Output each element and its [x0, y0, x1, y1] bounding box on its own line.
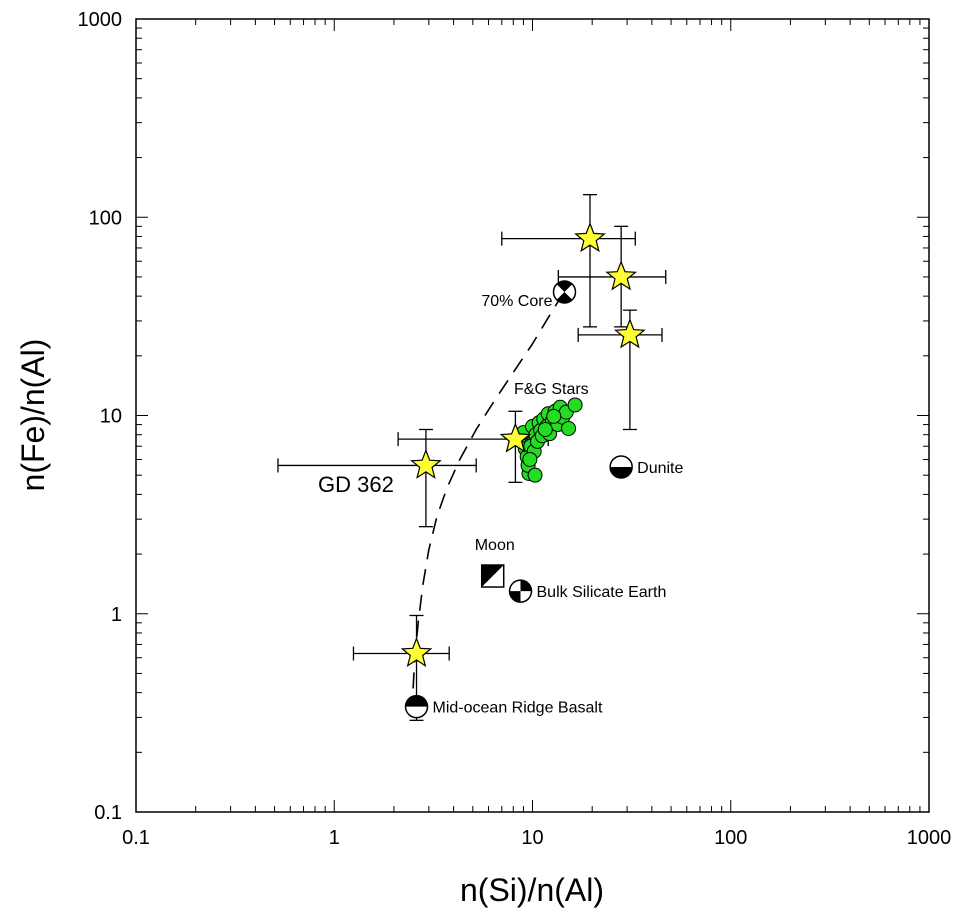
reference-point: [552, 280, 577, 304]
x-tick-label: 100: [714, 827, 747, 849]
star-marker: [605, 260, 637, 291]
y-tick-label: 1: [111, 604, 122, 626]
axis-ticks: [135, 19, 929, 813]
reference-symbol-fill: [556, 280, 573, 292]
reference-point-label: 70% Core: [481, 293, 552, 310]
x-tick-label: 0.1: [122, 827, 150, 849]
y-tick-label: 100: [89, 207, 122, 229]
star-marker: [410, 448, 442, 479]
tick-labels: 0.1 1 10 100 1000 0.1 1 10 100 1000: [78, 9, 952, 849]
reference-symbol-fill: [509, 591, 521, 603]
gd-362-label: GD 362: [318, 472, 394, 497]
fg-star-point: [546, 408, 562, 424]
reference-point-label: Dunite: [637, 460, 683, 477]
fg-star-point: [522, 451, 538, 467]
reference-point-label: Mid-ocean Ridge Basalt: [433, 700, 603, 717]
x-tick-label: 1: [329, 827, 340, 849]
fg-stars-label: F&G Stars: [514, 381, 589, 398]
fg-star-point: [527, 467, 543, 483]
reference-symbol-fill: [405, 695, 428, 707]
fg-star-point: [567, 397, 583, 413]
reference-points: 70% Core Dunite Moon Bulk Silicate Earth Mid…: [404, 280, 684, 719]
reference-point-label: Bulk Silicate Earth: [537, 584, 667, 601]
y-tick-label: 10: [100, 406, 122, 428]
star-marker: [574, 221, 606, 253]
reference-point: [480, 564, 505, 588]
x-tick-label: 10: [521, 827, 543, 849]
reference-symbol-fill: [610, 466, 633, 478]
fg-stars-points: [511, 397, 583, 483]
reference-point: [404, 694, 429, 719]
reference-symbol-fill: [520, 580, 532, 592]
star-markers: [400, 221, 646, 668]
star-marker: [614, 318, 646, 349]
mixing-curve: [412, 293, 564, 689]
star-marker: [400, 636, 433, 668]
y-tick-label: 1000: [78, 9, 123, 31]
reference-point: [609, 455, 633, 479]
y-axis-title: n(Fe)/n(Al): [15, 339, 51, 492]
plot-frame: [135, 18, 930, 813]
reference-point-label: Moon: [475, 537, 515, 554]
reference-symbol-fill: [556, 291, 573, 303]
x-axis-title: n(Si)/n(Al): [460, 872, 604, 908]
fg-star-point: [537, 421, 553, 437]
star-marker: [499, 422, 532, 453]
y-tick-label: 0.1: [94, 802, 122, 824]
moon-symbol-fill: [481, 565, 504, 588]
reference-point: [508, 579, 533, 603]
annotations: F&G Stars GD 362: [318, 381, 589, 497]
x-tick-label: 1000: [907, 827, 952, 849]
fg-star-point: [561, 420, 577, 436]
